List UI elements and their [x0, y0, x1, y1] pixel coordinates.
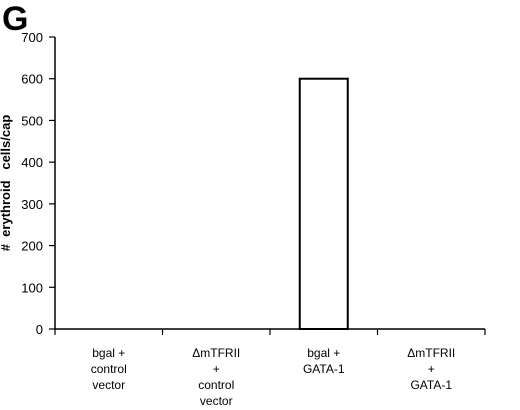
y-tick-label: 600	[21, 72, 43, 87]
y-tick-label: 400	[21, 155, 43, 170]
y-tick-label: 300	[21, 197, 43, 212]
x-category-label: ΔmTFRII + control vector	[192, 346, 240, 408]
x-category-label: bgal + control vector	[91, 346, 127, 392]
y-tick-label: 700	[21, 30, 43, 45]
panel-letter: G	[2, 0, 29, 38]
y-tick-label: 200	[21, 239, 43, 254]
x-category-label: ΔmTFRII + GATA-1	[407, 346, 455, 392]
x-category-labels: bgal + control vector ΔmTFRII + control vector…	[91, 346, 456, 408]
y-tick-label: 500	[21, 113, 43, 128]
y-tick-label: 100	[21, 280, 43, 295]
y-tick-labels: 0 100 200 300 400 500 600 700	[21, 30, 43, 337]
x-category-label: bgal + GATA-1	[303, 346, 345, 376]
y-axis-title: # erythroid cells/cap	[0, 115, 13, 252]
bar	[298, 77, 349, 331]
chart-bars	[298, 77, 349, 331]
chart-axes	[49, 36, 486, 335]
y-tick-label: 0	[36, 322, 43, 337]
